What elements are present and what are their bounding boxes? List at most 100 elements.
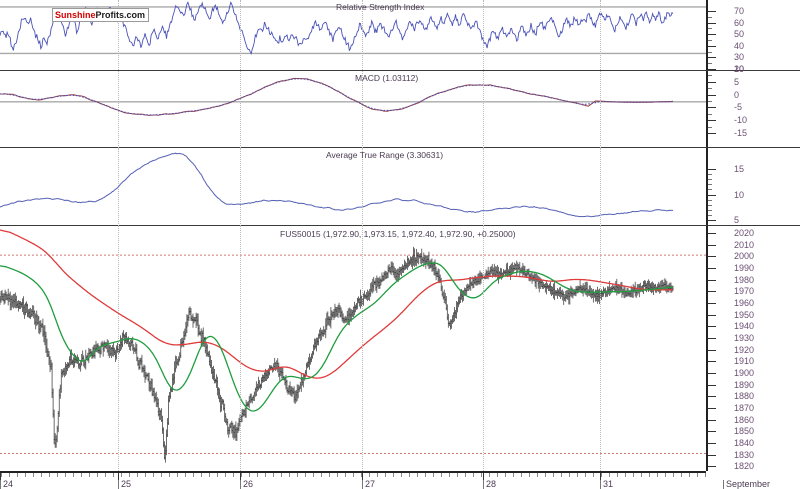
- x-axis-tick: [401, 473, 402, 477]
- x-axis-tick: [153, 473, 154, 477]
- axis-tick-minor: [708, 51, 712, 53]
- axis-tick-label: 5: [734, 215, 740, 226]
- x-axis-tick: [273, 473, 274, 477]
- x-axis-tick: [313, 473, 314, 477]
- x-axis-tick: [473, 473, 474, 477]
- axis-tick: [708, 194, 716, 196]
- atr-panel-title: Average True Range (3.30631): [326, 150, 444, 160]
- x-axis-tick: [433, 473, 434, 477]
- axis-tick: [708, 11, 716, 12]
- atr-plot-area: [0, 148, 706, 226]
- axis-tick-label: 1860: [734, 414, 755, 425]
- x-axis-tick-major: [362, 473, 363, 481]
- panel-separator-macd-atr: [0, 147, 800, 148]
- axis-tick-label: 1980: [734, 274, 755, 285]
- x-axis-tick: [225, 473, 226, 477]
- day-gridline: [362, 226, 363, 471]
- day-gridline: [362, 148, 363, 226]
- x-axis-tick: [161, 473, 162, 477]
- day-gridline: [483, 0, 484, 72]
- x-axis-tick: [593, 473, 594, 477]
- x-axis-tick: [257, 473, 258, 477]
- axis-tick: [708, 220, 716, 222]
- axis-tick-minor: [708, 174, 712, 176]
- axis-tick-label: 0: [734, 89, 740, 100]
- axis-tick: [708, 361, 716, 363]
- x-axis-tick: [633, 473, 634, 477]
- x-axis-tick-major: [0, 473, 1, 481]
- x-axis-tick: [209, 473, 210, 477]
- macd-axis-rail: [706, 71, 708, 148]
- axis-tick-label: -10: [734, 115, 748, 126]
- day-gridline: [240, 226, 241, 471]
- x-axis-tick: [481, 473, 482, 477]
- axis-tick: [708, 69, 716, 70]
- axis-tick: [708, 57, 716, 59]
- x-axis-tick: [233, 473, 234, 477]
- day-gridline: [240, 0, 241, 72]
- x-axis-tick: [513, 473, 514, 477]
- axis-tick: [708, 396, 716, 398]
- price-axis: 2020 2010 2000 1990 1980 1970 1960 1950 1940 1930…: [706, 226, 800, 471]
- x-axis-tick: [505, 473, 506, 477]
- axis-tick-minor: [708, 16, 712, 18]
- x-axis-tick: [201, 473, 202, 477]
- axis-tick-label: 15: [734, 164, 745, 174]
- x-axis-tick: [249, 473, 250, 477]
- axis-tick-minor: [708, 215, 712, 217]
- x-axis-tick: [353, 473, 354, 477]
- x-axis-tick: [689, 473, 690, 477]
- x-axis-tick: [121, 473, 122, 477]
- x-axis-tick: [569, 473, 570, 477]
- atr-panel: Average True Range (3.30631) 15 10 5: [0, 148, 800, 226]
- axis-tick-minor: [708, 189, 712, 191]
- axis-tick-minor: [708, 28, 712, 30]
- x-axis-tick: [129, 473, 130, 477]
- x-axis-tick: [217, 473, 218, 477]
- panel-separator-atr-price: [0, 225, 800, 226]
- x-axis-label: 28: [483, 480, 496, 489]
- axis-tick-minor: [708, 88, 712, 90]
- atr-line-chart: [0, 152, 674, 218]
- x-axis-tick: [697, 473, 698, 477]
- x-axis-tick: [9, 473, 10, 477]
- x-axis-tick: [289, 473, 290, 477]
- axis-tick: [708, 314, 716, 316]
- axis-tick-label: 1950: [734, 309, 755, 320]
- x-axis-tick-major: [118, 473, 119, 481]
- x-axis-tick: [529, 473, 530, 477]
- macd-axis: 10 5 0 -5 -10 -15: [706, 65, 800, 148]
- macd-plot-area: [0, 71, 706, 148]
- x-axis-label: 27: [362, 480, 375, 489]
- x-axis-tick: [457, 473, 458, 477]
- x-axis-tick: [441, 473, 442, 477]
- x-axis-line: [0, 471, 706, 473]
- x-axis-tick: [1, 473, 2, 477]
- axis-tick-label: 1870: [734, 402, 755, 413]
- axis-tick-label: 20: [734, 64, 745, 74]
- x-axis-tick: [89, 473, 90, 477]
- x-axis-label: 31: [600, 480, 613, 489]
- axis-tick-minor: [708, 204, 712, 206]
- axis-tick-label: -5: [734, 102, 743, 113]
- x-axis-tick: [25, 473, 26, 477]
- axis-tick-label: 2010: [734, 239, 755, 250]
- x-axis-tick: [361, 473, 362, 477]
- axis-tick-label: 2000: [734, 251, 755, 262]
- day-gridline: [362, 0, 363, 72]
- x-axis-tick: [585, 473, 586, 477]
- x-axis-tick: [49, 473, 50, 477]
- axis-tick-label: 1970: [734, 286, 755, 297]
- axis-tick: [708, 372, 716, 374]
- x-axis: 24 25 26 27 28 31 September: [0, 471, 800, 489]
- x-axis-tick: [57, 473, 58, 477]
- x-axis-tick: [345, 473, 346, 477]
- x-axis-tick: [497, 473, 498, 477]
- axis-tick-minor: [708, 63, 712, 65]
- axis-tick-label: 1830: [734, 449, 755, 460]
- axis-tick-label: 10: [734, 64, 745, 74]
- axis-tick-label: 40: [734, 40, 745, 51]
- axis-tick: [708, 431, 716, 433]
- axis-tick-label: 1940: [734, 321, 755, 332]
- axis-tick: [708, 302, 716, 304]
